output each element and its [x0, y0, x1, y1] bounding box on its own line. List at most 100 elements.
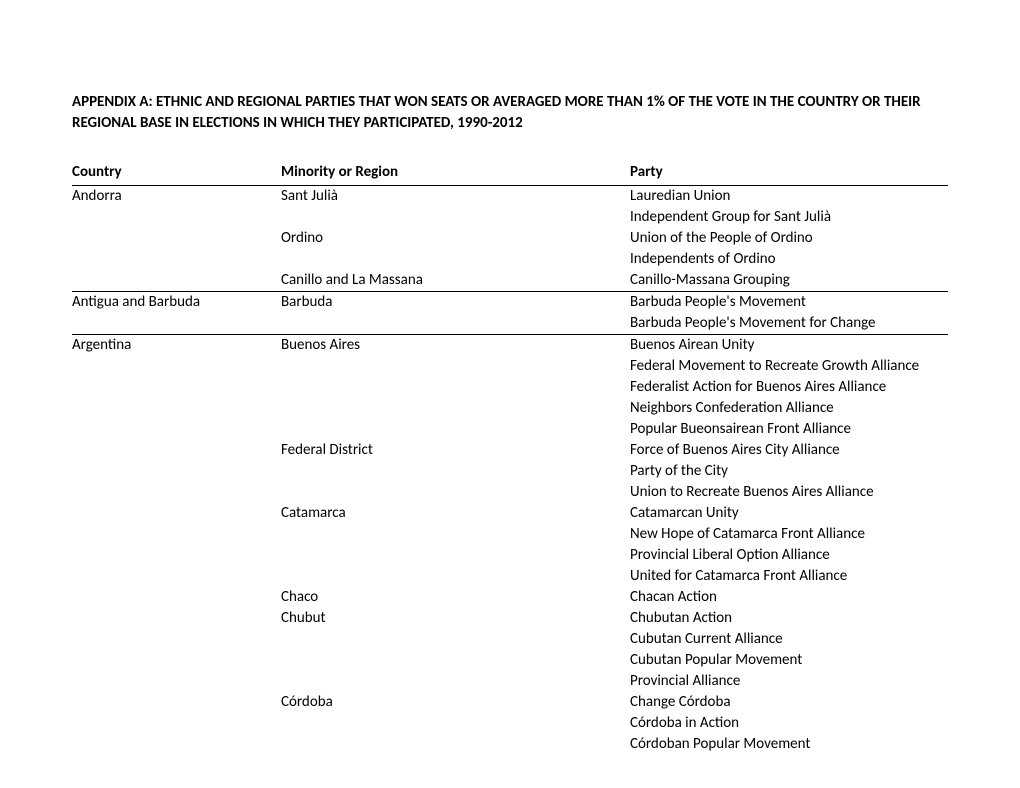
- cell-country: [72, 503, 281, 524]
- table-row: OrdinoUnion of the People of Ordino: [72, 228, 948, 249]
- cell-party: Provincial Alliance: [630, 671, 948, 692]
- cell-region: [281, 356, 630, 377]
- table-row: Federalist Action for Buenos Aires Allia…: [72, 377, 948, 398]
- cell-country: [72, 461, 281, 482]
- cell-country: [72, 650, 281, 671]
- table-row: ChacoChacan Action: [72, 587, 948, 608]
- cell-party: Party of the City: [630, 461, 948, 482]
- table-row: Córdoba in Action: [72, 713, 948, 734]
- cell-party: Change Córdoba: [630, 692, 948, 713]
- cell-country: [72, 629, 281, 650]
- cell-country: [72, 398, 281, 419]
- cell-country: Argentina: [72, 335, 281, 357]
- cell-country: [72, 356, 281, 377]
- table-row: CórdobaChange Córdoba: [72, 692, 948, 713]
- table-row: Barbuda People's Movement for Change: [72, 313, 948, 335]
- cell-country: [72, 524, 281, 545]
- cell-region: Chaco: [281, 587, 630, 608]
- table-row: Antigua and BarbudaBarbudaBarbuda People…: [72, 292, 948, 314]
- cell-country: [72, 377, 281, 398]
- cell-region: Buenos Aires: [281, 335, 630, 357]
- cell-country: [72, 608, 281, 629]
- table-row: United for Catamarca Front Alliance: [72, 566, 948, 587]
- cell-region: [281, 398, 630, 419]
- cell-party: Lauredian Union: [630, 186, 948, 208]
- cell-region: [281, 671, 630, 692]
- table-row: Federal DistrictForce of Buenos Aires Ci…: [72, 440, 948, 461]
- table-row: Canillo and La MassanaCanillo-Massana Gr…: [72, 270, 948, 292]
- table-header-row: Country Minority or Region Party: [72, 162, 948, 186]
- table-row: ChubutChubutan Action: [72, 608, 948, 629]
- cell-region: [281, 713, 630, 734]
- cell-country: [72, 545, 281, 566]
- cell-region: [281, 524, 630, 545]
- cell-party: Chubutan Action: [630, 608, 948, 629]
- table-row: Popular Bueonsairean Front Alliance: [72, 419, 948, 440]
- cell-country: [72, 270, 281, 292]
- cell-party: Independent Group for Sant Julià: [630, 207, 948, 228]
- table-row: Independent Group for Sant Julià: [72, 207, 948, 228]
- cell-country: [72, 671, 281, 692]
- cell-region: Barbuda: [281, 292, 630, 314]
- table-row: Córdoban Popular Movement: [72, 734, 948, 755]
- cell-country: [72, 692, 281, 713]
- cell-region: [281, 629, 630, 650]
- cell-region: Sant Julià: [281, 186, 630, 208]
- cell-party: Federal Movement to Recreate Growth Alli…: [630, 356, 948, 377]
- cell-region: Catamarca: [281, 503, 630, 524]
- cell-country: [72, 207, 281, 228]
- cell-party: Catamarcan Unity: [630, 503, 948, 524]
- cell-party: Provincial Liberal Option Alliance: [630, 545, 948, 566]
- table-row: Independents of Ordino: [72, 249, 948, 270]
- table-row: Cubutan Current Alliance: [72, 629, 948, 650]
- cell-country: Antigua and Barbuda: [72, 292, 281, 314]
- table-row: CatamarcaCatamarcan Unity: [72, 503, 948, 524]
- cell-region: Ordino: [281, 228, 630, 249]
- cell-party: Popular Bueonsairean Front Alliance: [630, 419, 948, 440]
- cell-country: [72, 482, 281, 503]
- table-row: Cubutan Popular Movement: [72, 650, 948, 671]
- col-header-region: Minority or Region: [281, 162, 630, 186]
- appendix-title: APPENDIX A: ETHNIC AND REGIONAL PARTIES …: [72, 92, 948, 134]
- cell-region: [281, 650, 630, 671]
- cell-party: Federalist Action for Buenos Aires Allia…: [630, 377, 948, 398]
- cell-party: Union to Recreate Buenos Aires Alliance: [630, 482, 948, 503]
- cell-country: [72, 713, 281, 734]
- cell-region: [281, 419, 630, 440]
- table-row: AndorraSant JuliàLauredian Union: [72, 186, 948, 208]
- cell-party: Barbuda People's Movement for Change: [630, 313, 948, 335]
- table-row: Neighbors Confederation Alliance: [72, 398, 948, 419]
- table-row: Provincial Alliance: [72, 671, 948, 692]
- cell-party: Cubutan Popular Movement: [630, 650, 948, 671]
- table-row: Federal Movement to Recreate Growth Alli…: [72, 356, 948, 377]
- cell-party: United for Catamarca Front Alliance: [630, 566, 948, 587]
- cell-region: [281, 566, 630, 587]
- parties-table: Country Minority or Region Party Andorra…: [72, 162, 948, 755]
- cell-party: Chacan Action: [630, 587, 948, 608]
- col-header-country: Country: [72, 162, 281, 186]
- cell-party: Cubutan Current Alliance: [630, 629, 948, 650]
- cell-region: [281, 461, 630, 482]
- cell-region: Chubut: [281, 608, 630, 629]
- cell-party: Independents of Ordino: [630, 249, 948, 270]
- cell-party: Córdoban Popular Movement: [630, 734, 948, 755]
- cell-country: [72, 566, 281, 587]
- cell-region: [281, 249, 630, 270]
- cell-party: Buenos Airean Unity: [630, 335, 948, 357]
- cell-country: [72, 249, 281, 270]
- cell-party: Neighbors Confederation Alliance: [630, 398, 948, 419]
- cell-region: [281, 482, 630, 503]
- cell-region: Canillo and La Massana: [281, 270, 630, 292]
- cell-region: Federal District: [281, 440, 630, 461]
- cell-party: Barbuda People's Movement: [630, 292, 948, 314]
- table-row: Party of the City: [72, 461, 948, 482]
- cell-country: [72, 587, 281, 608]
- table-body: AndorraSant JuliàLauredian UnionIndepend…: [72, 186, 948, 756]
- table-row: Provincial Liberal Option Alliance: [72, 545, 948, 566]
- table-row: ArgentinaBuenos AiresBuenos Airean Unity: [72, 335, 948, 357]
- cell-country: [72, 228, 281, 249]
- cell-party: Córdoba in Action: [630, 713, 948, 734]
- cell-region: [281, 207, 630, 228]
- cell-region: Córdoba: [281, 692, 630, 713]
- cell-party: Union of the People of Ordino: [630, 228, 948, 249]
